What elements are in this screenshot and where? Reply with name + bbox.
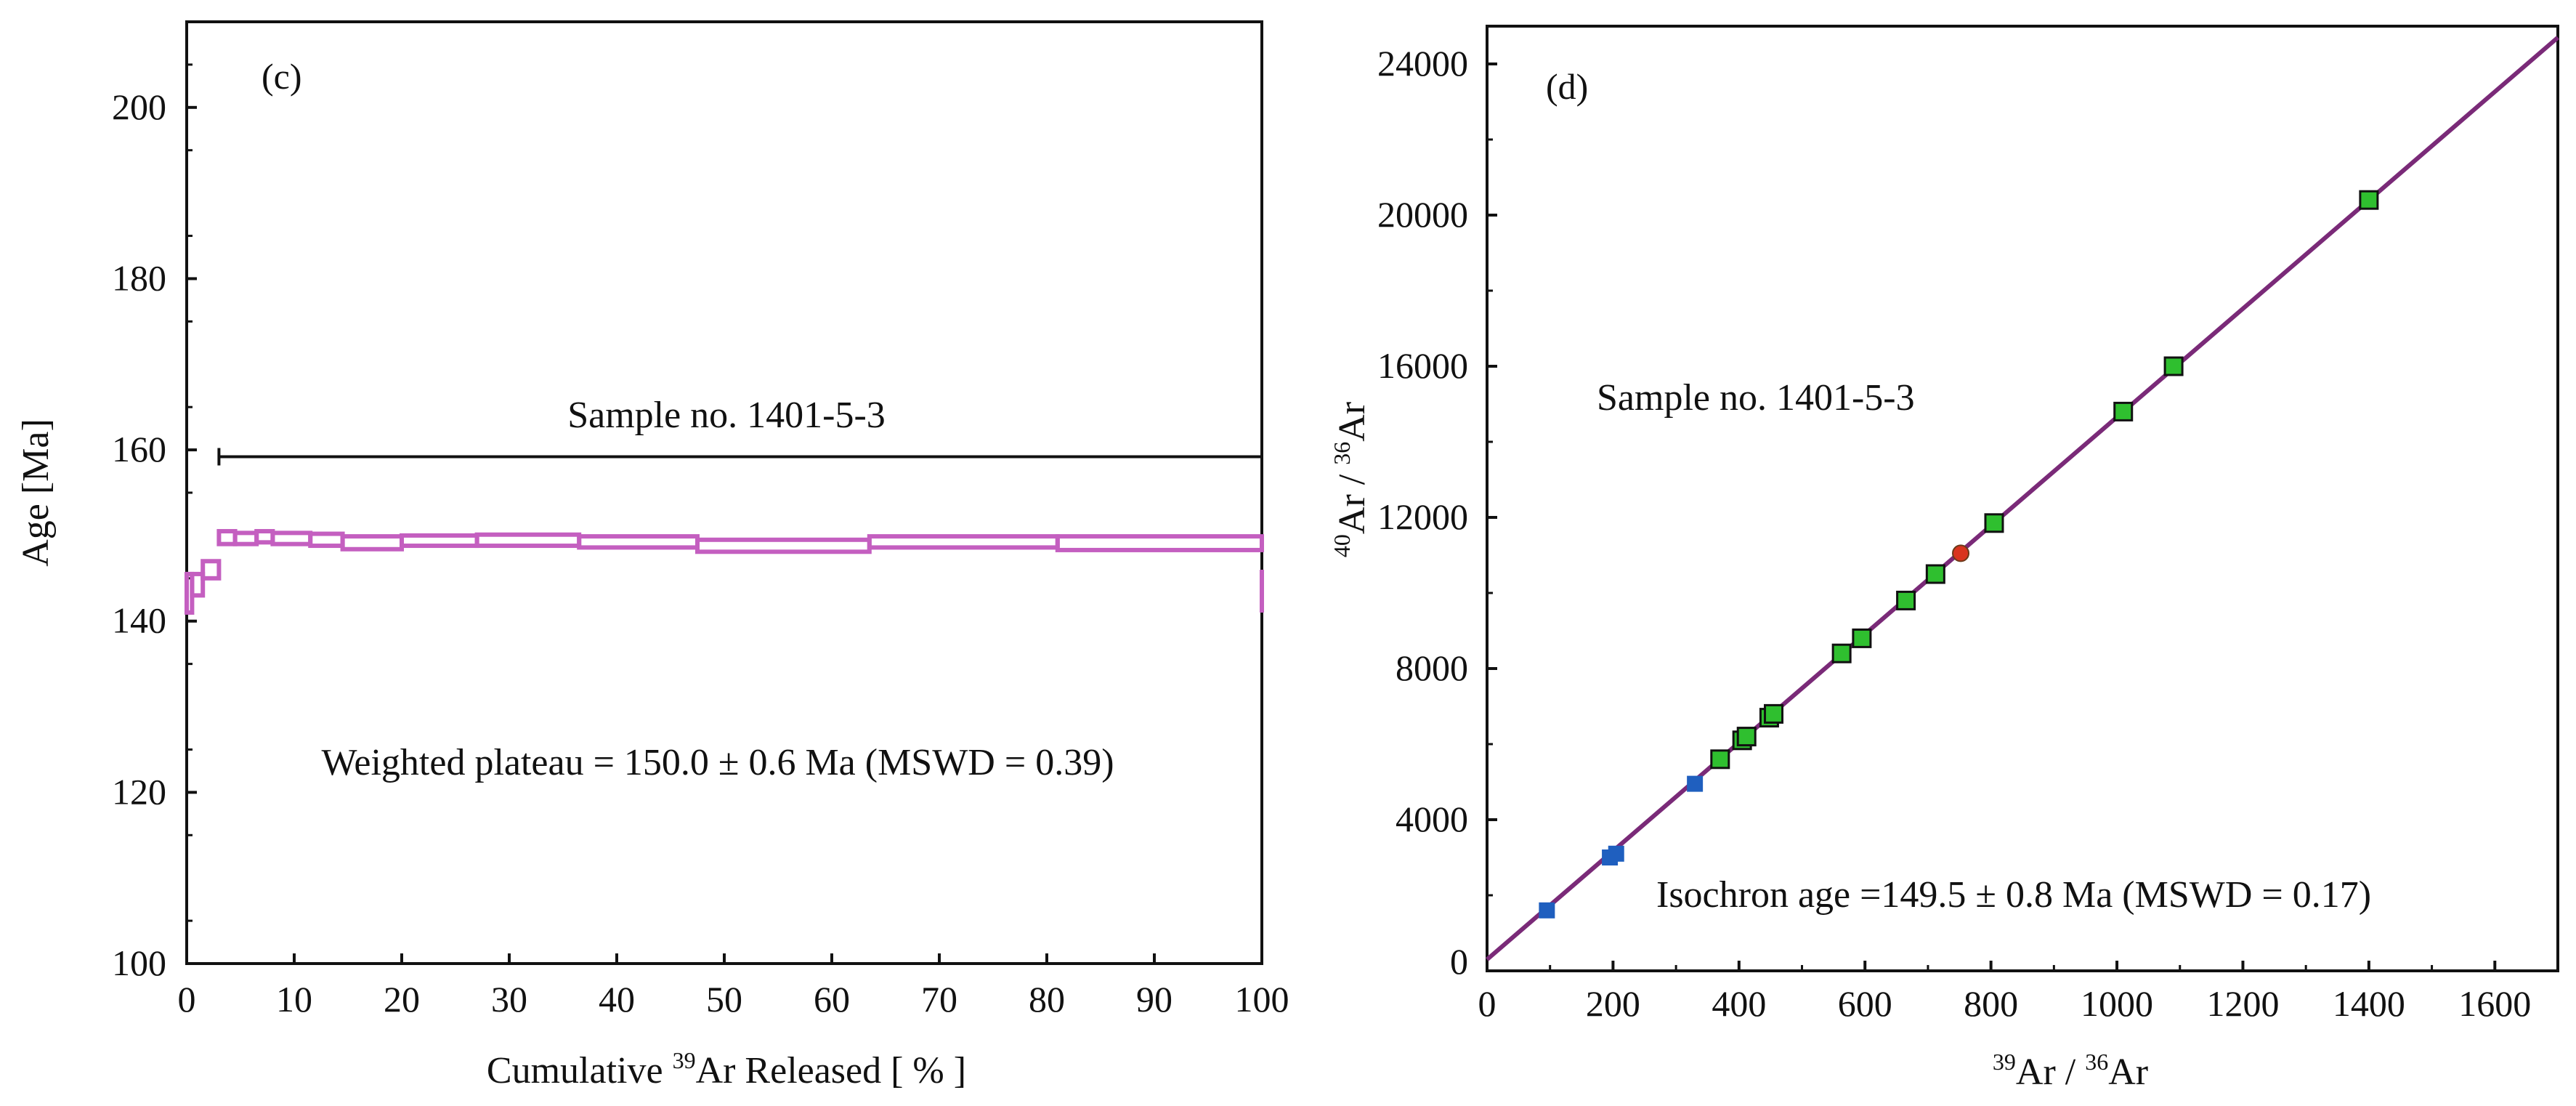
panel-d-x-title-suffix: Ar (2108, 1051, 2148, 1093)
panel-c-x-tick-label: 20 (384, 979, 420, 1020)
panel-d-y-tick-label: 12000 (1377, 496, 1468, 537)
isochron-line (1486, 36, 2559, 961)
panel-c-age-spectrum: 0 10 20 30 40 50 60 70 80 90 100 100 120 140 160 180 200… (15, 20, 1289, 1091)
panel-d-y-title-suffix: Ar (1332, 402, 1373, 442)
panel-c-tick-labels: 0 10 20 30 40 50 60 70 80 90 100 100 120 140 160 180 200 (112, 86, 1289, 1020)
age-step (308, 531, 345, 549)
age-step (695, 537, 872, 554)
panel-d-y-tick-label: 4000 (1396, 799, 1468, 839)
panel-d-x-title-sup2: 36 (2085, 1049, 2108, 1075)
panel-d-y-tick-label: 0 (1450, 941, 1468, 982)
age-step (201, 559, 222, 581)
panel-d-isochron: 0 200 400 600 800 1000 1200 1400 160004000800012… (1329, 25, 2559, 1093)
age-step (190, 571, 206, 598)
panel-d-y-tick-label: 24000 (1377, 43, 1468, 84)
age-step (340, 534, 405, 552)
panel-c-age-steps (185, 529, 1265, 615)
panel-d-x-tick-label: 1000 (2081, 983, 2153, 1024)
panel-d-x-tick-label: 800 (1964, 983, 2018, 1024)
data-point-green (2359, 190, 2379, 210)
panel-d-y-title-mid: Ar / (1332, 465, 1373, 534)
panel-c-y-tick-label: 200 (112, 86, 166, 127)
panel-c-x-tick-label: 30 (491, 979, 527, 1020)
panel-c-x-tick-label: 90 (1136, 979, 1172, 1020)
panel-c-y-axis-title: Age [Ma] (15, 419, 57, 567)
data-point-blue (1608, 845, 1624, 862)
panel-d-x-tick-label: 200 (1586, 983, 1640, 1024)
data-point-green (1984, 513, 2004, 533)
data-point-red (1952, 544, 1970, 562)
panel-d-tick-labels: 0 200 400 600 800 1000 1200 1400 160004000800012… (1377, 43, 2531, 1024)
age-step (216, 529, 238, 546)
panel-d-x-axis-title: 39Ar / 36Ar (1993, 1049, 2148, 1093)
panel-c-x-tick-label: 40 (599, 979, 635, 1020)
data-point-green (1852, 628, 1872, 648)
panel-d-isochron-annotation: Isochron age =149.5 ± 0.8 Ma (MSWD = 0.1… (1656, 874, 2371, 916)
panel-d-x-tick-label: 400 (1712, 983, 1766, 1024)
panel-c-x-tick-label: 60 (814, 979, 850, 1020)
panel-d-y-tick-label: 8000 (1396, 647, 1468, 688)
age-step (400, 533, 479, 549)
panel-d-y-tick-label: 16000 (1377, 345, 1468, 386)
panel-c-plateau-bar (217, 448, 1263, 466)
panel-c-y-tick-label: 160 (112, 429, 166, 469)
panel-d-y-title-sup2: 36 (1329, 442, 1355, 465)
panel-d-ticks (1486, 62, 2497, 972)
panel-d-y-title-sup1: 40 (1329, 534, 1355, 557)
age-step (270, 530, 313, 546)
data-point-green (1925, 564, 1945, 584)
data-point-blue (1687, 775, 1704, 792)
panel-d-x-tick-label: 1400 (2333, 983, 2405, 1024)
panel-d-sample-label: Sample no. 1401-5-3 (1597, 377, 1915, 419)
panel-c-label: (c) (262, 56, 302, 97)
age-step (1055, 534, 1265, 552)
panel-c-x-tick-label: 80 (1029, 979, 1065, 1020)
panel-c-x-axis-title: Cumulative 39Ar Released [ % ] (487, 1047, 966, 1091)
panel-c-x-tick-label: 100 (1235, 979, 1289, 1020)
panel-c-x-title-sup: 39 (673, 1047, 696, 1073)
panel-c-y-tick-label: 100 (112, 942, 166, 983)
panel-c-plot-frame (185, 20, 1263, 965)
panel-c-plateau-annotation: Weighted plateau = 150.0 ± 0.6 Ma (MSWD … (321, 742, 1114, 783)
panel-c-x-title-suffix: Ar Released [ % ] (696, 1050, 967, 1091)
age-step (232, 530, 259, 546)
panel-d-x-tick-label: 1200 (2206, 983, 2279, 1024)
panel-c-x-tick-label: 10 (276, 979, 312, 1020)
panel-d-label: (d) (1546, 66, 1588, 107)
panel-c-x-tick-label: 70 (921, 979, 957, 1020)
panel-d-x-title-sup1: 39 (1993, 1049, 2016, 1075)
data-point-green (1896, 590, 1916, 610)
age-step (577, 534, 700, 550)
panel-c-sample-label: Sample no. 1401-5-3 (567, 395, 886, 436)
panel-c-x-tick-label: 50 (706, 979, 742, 1020)
panel-d-y-tick-label: 20000 (1377, 194, 1468, 235)
data-point-green (1831, 643, 1852, 663)
panel-c-x-title-prefix: Cumulative (487, 1050, 673, 1091)
data-point-blue (1539, 902, 1555, 919)
panel-d-data-points (1539, 190, 2379, 919)
age-step (474, 532, 582, 549)
panel-d-y-axis-title: 40Ar / 36Ar (1329, 402, 1373, 557)
data-point-green (2163, 356, 2184, 376)
panel-c-x-tick-label: 0 (178, 979, 196, 1020)
panel-d-x-title-mid: Ar / (2016, 1051, 2085, 1093)
data-point-green (2113, 401, 2134, 421)
panel-d-plot-frame (1486, 25, 2559, 972)
age-step (254, 529, 275, 545)
data-point-green (1764, 703, 1784, 724)
panel-d-x-tick-label: 1600 (2458, 983, 2531, 1024)
age-step (867, 534, 1060, 550)
panel-d-x-tick-label: 600 (1838, 983, 1892, 1024)
panel-c-y-tick-label: 140 (112, 600, 166, 641)
data-point-green (1710, 749, 1730, 770)
panel-d-x-tick-label: 0 (1478, 983, 1496, 1024)
panel-d-isochron-line-group (1486, 36, 2559, 961)
panel-c-y-tick-label: 120 (112, 771, 166, 812)
data-point-green (1736, 727, 1757, 747)
panel-c-y-tick-label: 180 (112, 257, 166, 298)
panel-c-ticks (185, 63, 1263, 965)
